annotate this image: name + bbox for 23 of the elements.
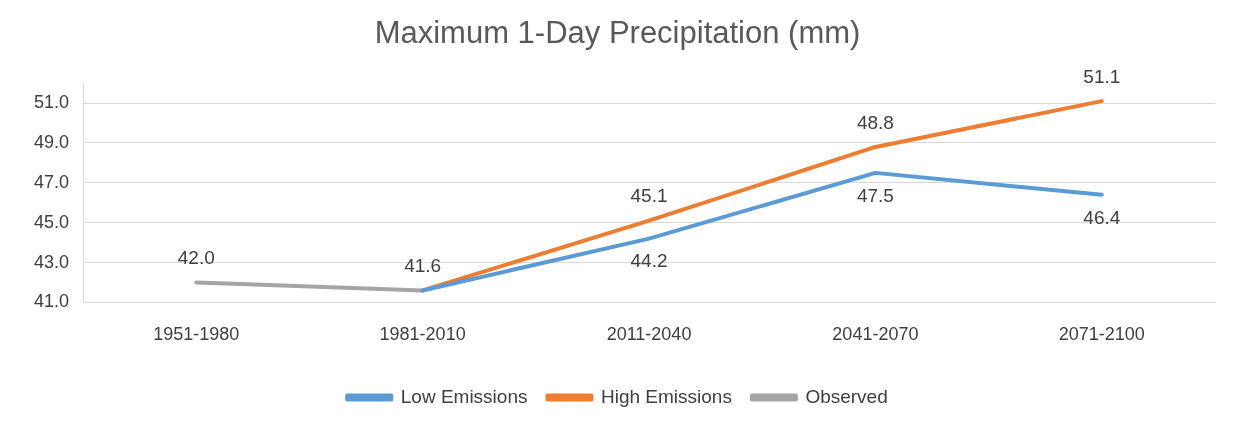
legend-label: Low Emissions xyxy=(400,385,528,407)
data-label: 46.4 xyxy=(1083,206,1121,228)
chart-title: Maximum 1-Day Precipitation (mm) xyxy=(374,15,861,51)
x-tick-label: 2041-2070 xyxy=(832,324,919,345)
y-tick-label: 47.0 xyxy=(33,171,70,192)
data-label: 42.0 xyxy=(177,247,215,269)
x-tick-label: 2071-2100 xyxy=(1058,324,1145,345)
data-label: 44.2 xyxy=(630,250,668,272)
x-tick-label: 1981-2010 xyxy=(379,324,466,345)
data-label: 45.1 xyxy=(630,185,668,207)
legend-label: Observed xyxy=(805,385,888,407)
y-tick-label: 51.0 xyxy=(33,92,70,113)
data-label: 51.1 xyxy=(1083,65,1121,87)
data-label: 41.6 xyxy=(404,255,442,277)
y-tick-label: 45.0 xyxy=(33,211,70,232)
legend-label: High Emissions xyxy=(600,385,732,407)
data-label: 48.8 xyxy=(856,111,894,133)
data-label: 47.5 xyxy=(856,184,894,206)
x-tick-label: 1951-1980 xyxy=(153,324,240,345)
y-tick-label: 41.0 xyxy=(33,291,70,312)
y-tick-label: 49.0 xyxy=(33,131,70,152)
y-tick-label: 43.0 xyxy=(33,251,70,272)
x-tick-label: 2011-2040 xyxy=(606,324,692,345)
